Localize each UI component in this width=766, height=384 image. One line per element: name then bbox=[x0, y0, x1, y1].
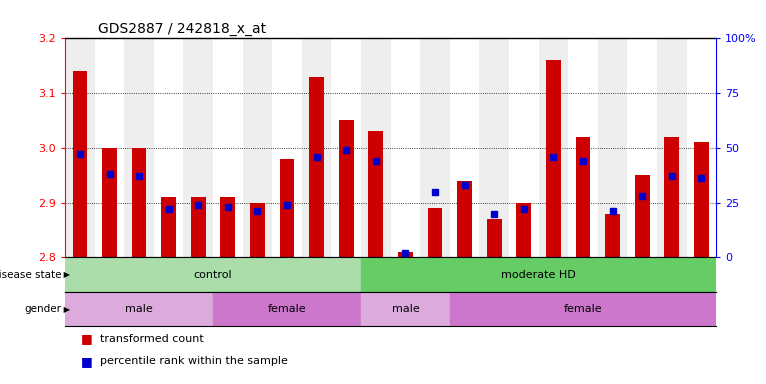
Text: GDS2887 / 242818_x_at: GDS2887 / 242818_x_at bbox=[98, 22, 266, 36]
Bar bbox=[221, 197, 235, 257]
Text: control: control bbox=[194, 270, 232, 280]
Bar bbox=[280, 159, 294, 257]
Bar bbox=[302, 38, 332, 257]
Bar bbox=[102, 148, 117, 257]
Bar bbox=[361, 292, 450, 326]
Bar bbox=[309, 77, 324, 257]
Bar bbox=[272, 38, 302, 257]
Bar bbox=[65, 257, 361, 292]
Bar bbox=[162, 197, 176, 257]
Bar bbox=[487, 219, 502, 257]
Bar bbox=[509, 38, 538, 257]
Bar bbox=[457, 181, 472, 257]
Bar bbox=[243, 38, 272, 257]
Bar bbox=[213, 292, 361, 326]
Bar bbox=[480, 38, 509, 257]
Bar bbox=[132, 148, 146, 257]
Text: percentile rank within the sample: percentile rank within the sample bbox=[100, 356, 287, 366]
Text: ■: ■ bbox=[80, 355, 92, 368]
Text: female: female bbox=[564, 304, 602, 314]
Bar bbox=[73, 71, 87, 257]
Bar bbox=[361, 257, 716, 292]
Bar bbox=[516, 203, 532, 257]
Bar bbox=[575, 137, 591, 257]
Bar bbox=[605, 214, 620, 257]
Bar bbox=[398, 252, 413, 257]
Bar bbox=[694, 142, 709, 257]
Bar bbox=[538, 38, 568, 257]
Bar bbox=[154, 38, 184, 257]
Text: gender: gender bbox=[25, 304, 61, 314]
Bar bbox=[450, 292, 716, 326]
Bar bbox=[664, 137, 679, 257]
Bar bbox=[686, 38, 716, 257]
Text: ■: ■ bbox=[80, 333, 92, 345]
Bar bbox=[657, 38, 686, 257]
Bar bbox=[124, 38, 154, 257]
Bar bbox=[65, 292, 213, 326]
Text: disease state: disease state bbox=[0, 270, 61, 280]
Bar bbox=[597, 38, 627, 257]
Bar bbox=[184, 38, 213, 257]
Text: moderate HD: moderate HD bbox=[501, 270, 576, 280]
Text: male: male bbox=[391, 304, 419, 314]
Bar bbox=[427, 208, 443, 257]
Bar bbox=[391, 38, 421, 257]
Text: transformed count: transformed count bbox=[100, 334, 203, 344]
Text: male: male bbox=[125, 304, 153, 314]
Bar bbox=[361, 38, 391, 257]
Bar bbox=[250, 203, 265, 257]
Bar bbox=[568, 38, 597, 257]
Bar bbox=[191, 197, 206, 257]
Bar bbox=[546, 60, 561, 257]
Bar bbox=[635, 175, 650, 257]
Bar bbox=[65, 38, 95, 257]
Text: ▶: ▶ bbox=[61, 270, 70, 280]
Text: ▶: ▶ bbox=[61, 305, 70, 314]
Bar bbox=[339, 121, 354, 257]
Text: female: female bbox=[268, 304, 306, 314]
Bar bbox=[368, 131, 383, 257]
Bar bbox=[450, 38, 480, 257]
Bar bbox=[627, 38, 657, 257]
Bar bbox=[332, 38, 361, 257]
Bar bbox=[95, 38, 124, 257]
Bar bbox=[213, 38, 243, 257]
Bar bbox=[421, 38, 450, 257]
